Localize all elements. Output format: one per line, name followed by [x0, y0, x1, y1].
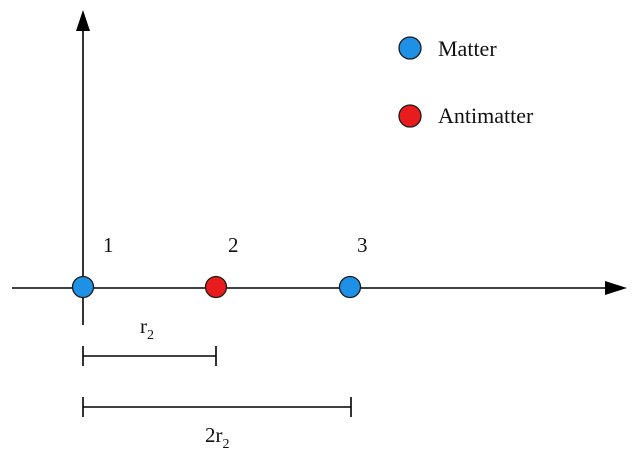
legend-antimatter-label: Antimatter	[438, 103, 534, 128]
particle-1-circle	[71, 275, 95, 299]
vertical-axis-arrowhead	[76, 10, 90, 31]
legend-antimatter-swatch	[398, 104, 422, 128]
r2-label-main: r	[140, 314, 147, 338]
particle-2-label: 2	[228, 233, 239, 257]
two-r2-label: 2r2	[205, 423, 230, 452]
particle-2-circle	[204, 275, 228, 299]
particle-1-label: 1	[103, 233, 114, 257]
r2-label-subscript: 2	[147, 328, 154, 343]
two-r2-label-subscript: 2	[223, 437, 230, 452]
legend-matter-label: Matter	[438, 36, 497, 61]
r2-label: r2	[140, 314, 154, 343]
particle-3-label: 3	[357, 233, 368, 257]
particle-3-circle	[338, 275, 362, 299]
horizontal-axis-arrowhead	[605, 281, 627, 295]
two-r2-label-main: 2r	[205, 423, 223, 447]
legend-matter-swatch	[398, 36, 422, 60]
